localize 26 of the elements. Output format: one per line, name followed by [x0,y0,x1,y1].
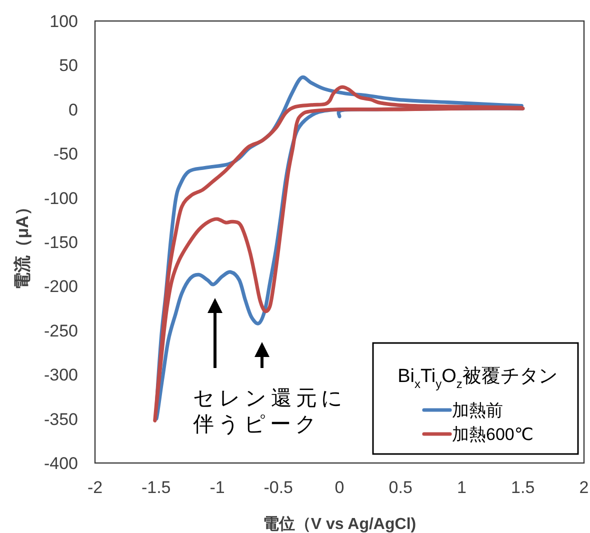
ytick: -200 [44,277,78,296]
xtick: -0.5 [264,478,294,497]
xtick: 1 [457,478,466,497]
legend-label: 加熱前 [452,401,503,420]
ytick: -150 [44,233,78,252]
ytick: -100 [44,188,78,208]
ytick: -50 [53,144,78,164]
legend-title: Bi$_{x}$Ti$_{y}$O$_{z}$被覆チタン [398,366,558,391]
xtick: 2 [579,478,589,497]
xtick: -2 [87,478,103,497]
ytick: 0 [68,100,78,120]
ytick: -300 [44,366,78,385]
xtick: 0 [334,478,344,497]
legend-label: 加熱600℃ [452,425,534,444]
ytick: -250 [44,321,78,340]
ytick: 50 [59,56,78,76]
xtick: 1.5 [511,478,535,497]
ytick: -400 [44,454,78,473]
xtick: 0.5 [388,478,412,497]
ytick: 100 [50,12,78,31]
xtick: -1 [210,478,225,497]
ytick: -350 [44,410,78,429]
xtick: -1.5 [141,478,171,497]
xlabel: 電位（V vs Ag/AgCl) [262,516,416,533]
ylabel: 電流（μA） [13,198,32,290]
annotation: セレン還元に伴うピーク [193,387,347,436]
